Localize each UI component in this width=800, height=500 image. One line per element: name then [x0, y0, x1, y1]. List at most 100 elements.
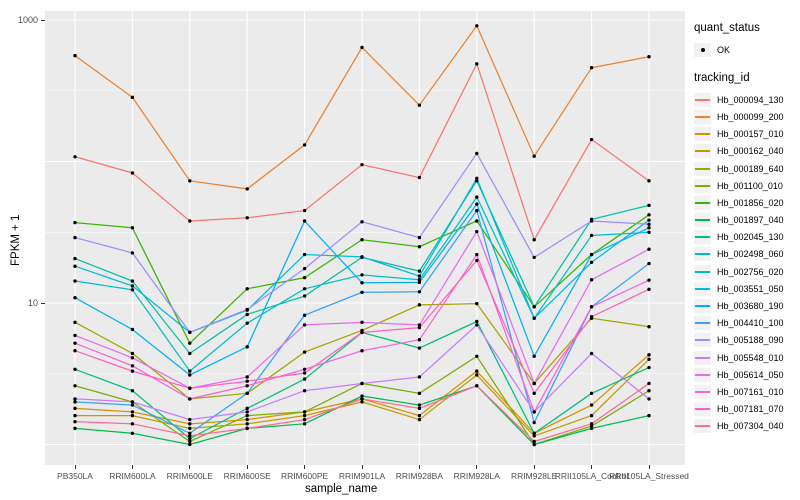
line-swatch-color [695, 390, 710, 393]
x-tick-mark [361, 465, 363, 469]
legend-item-Hb_000094_130: Hb_000094_130 [694, 91, 798, 108]
line-swatch-color [695, 219, 710, 222]
data-point [647, 226, 651, 230]
legend-item-Hb_002498_060: Hb_002498_060 [694, 246, 798, 263]
data-point [360, 238, 364, 242]
data-point [417, 325, 422, 330]
data-point [360, 320, 364, 325]
data-point [130, 400, 135, 404]
line-swatch [694, 213, 711, 228]
data-point [417, 346, 422, 350]
data-point [188, 179, 192, 183]
legend-item-Hb_003680_190: Hb_003680_190 [694, 297, 798, 314]
data-point [302, 422, 307, 426]
x-tick-label: RRIM928LE [511, 471, 558, 481]
data-point [647, 365, 651, 370]
data-point [475, 258, 479, 263]
data-point [532, 442, 536, 447]
x-tick-mark [304, 465, 306, 469]
legend-item-Hb_000189_640: Hb_000189_640 [694, 160, 798, 177]
data-point [589, 252, 594, 257]
legend-item-Hb_002756_020: Hb_002756_020 [694, 263, 798, 280]
data-point [73, 367, 77, 371]
data-point [532, 316, 536, 320]
data-point [245, 307, 249, 312]
data-point [360, 330, 364, 335]
data-point [475, 219, 479, 223]
legend-item-label: Hb_000099_200 [717, 111, 784, 122]
data-point [417, 274, 422, 278]
line-swatch-color [695, 253, 710, 256]
data-point [302, 294, 307, 298]
data-point [475, 208, 479, 213]
legend-item-label: Hb_007181_070 [717, 404, 784, 415]
data-point [647, 381, 651, 386]
data-point [589, 137, 594, 142]
data-point [589, 315, 594, 319]
data-point [302, 143, 307, 147]
data-point [245, 375, 249, 379]
data-point [589, 426, 594, 431]
data-point [245, 384, 249, 388]
data-point [417, 391, 422, 396]
data-point [360, 162, 364, 167]
data-point [302, 417, 307, 422]
x-tick-label: RRIM600LE [166, 471, 213, 481]
data-point [245, 413, 249, 418]
data-point [532, 431, 536, 435]
data-point [532, 238, 536, 242]
data-point [188, 439, 192, 444]
line-swatch [694, 195, 711, 210]
data-point [73, 341, 77, 345]
data-point [302, 313, 307, 317]
line-swatch-color [695, 150, 710, 153]
point-icon [700, 47, 705, 52]
data-point [647, 324, 651, 329]
data-point [589, 413, 594, 418]
legend-item-Hb_000157_010: Hb_000157_010 [694, 126, 798, 143]
data-point [188, 417, 192, 422]
line-swatch [694, 230, 711, 245]
legend-item-label: Hb_002045_130 [717, 232, 784, 243]
data-point [417, 417, 422, 422]
data-point [417, 280, 422, 285]
data-point [188, 330, 192, 335]
data-point [188, 436, 192, 441]
data-point [589, 391, 594, 396]
legend-item-label: Hb_000189_640 [717, 163, 784, 174]
data-point [130, 369, 135, 373]
legend: quant_status OK tracking_id Hb_000094_13… [694, 22, 798, 435]
data-point [417, 303, 422, 307]
legend-item-Hb_001100_010: Hb_001100_010 [694, 177, 798, 194]
legend-item-Hb_001856_020: Hb_001856_020 [694, 194, 798, 211]
data-point [73, 155, 77, 159]
data-point [360, 273, 364, 277]
x-tick-label: RRII105LA_Stressed [609, 471, 689, 481]
line-swatch [694, 161, 711, 176]
data-point [417, 278, 422, 282]
legend-item-label: Hb_003680_190 [717, 301, 784, 312]
legend-item-Hb_005614_050: Hb_005614_050 [694, 366, 798, 383]
x-tick-mark [533, 465, 535, 469]
legend-item-Hb_007181_070: Hb_007181_070 [694, 401, 798, 418]
data-point [647, 278, 651, 282]
line-swatch-color [695, 408, 710, 411]
line-swatch-color [695, 425, 710, 428]
data-point [302, 377, 307, 381]
line-swatch-color [695, 270, 710, 273]
legend-item-Hb_007304_040: Hb_007304_040 [694, 418, 798, 435]
line-swatch [694, 144, 711, 159]
data-point [417, 375, 422, 379]
data-point [417, 413, 422, 418]
legend-item-Hb_001897_040: Hb_001897_040 [694, 212, 798, 229]
data-point [73, 384, 77, 388]
line-swatch [694, 247, 711, 262]
data-point [360, 349, 364, 353]
legend-item-label: Hb_005188_090 [717, 335, 784, 346]
data-point [73, 419, 77, 424]
data-point [188, 341, 192, 345]
data-point [130, 422, 135, 426]
data-point [302, 371, 307, 375]
line-swatch-color [695, 373, 710, 376]
data-point [73, 397, 77, 401]
